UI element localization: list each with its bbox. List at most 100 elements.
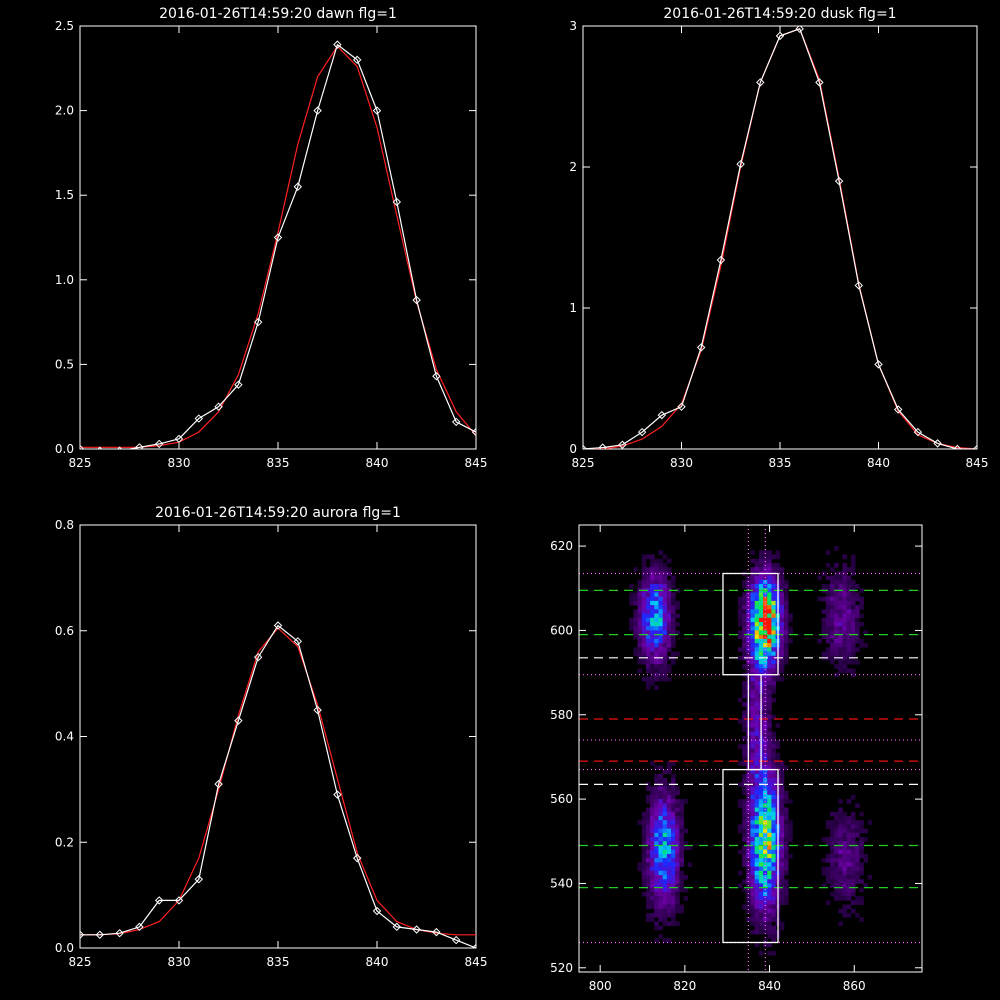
data-point-marker xyxy=(432,927,441,937)
x-tick-label: 845 xyxy=(465,955,488,969)
fit-series-line xyxy=(583,28,977,449)
x-tick-label: 840 xyxy=(366,456,389,470)
data-point-marker xyxy=(471,943,476,948)
data-point-marker xyxy=(115,928,124,938)
data-point-marker xyxy=(583,444,588,449)
data-point-marker xyxy=(471,427,476,437)
selection-box xyxy=(747,674,762,771)
y-tick-label: 0 xyxy=(569,442,577,456)
panel-title: 2016-01-26T14:59:20 dusk flg=1 xyxy=(663,6,896,22)
data-point-marker xyxy=(154,896,164,905)
data-point-marker xyxy=(392,922,402,932)
y-tick-label: 1 xyxy=(569,301,577,315)
measured-series-line xyxy=(80,624,476,948)
data-point-marker xyxy=(854,281,864,290)
data-point-marker xyxy=(293,637,303,646)
x-tick-label: 825 xyxy=(69,955,92,969)
data-point-marker xyxy=(293,182,303,191)
data-point-marker xyxy=(333,790,342,799)
x-tick-label: 830 xyxy=(670,456,693,470)
y-tick-label: 2.5 xyxy=(55,19,74,33)
data-point-marker xyxy=(214,779,223,789)
panel-title: 2016-01-26T14:59:20 aurora flg=1 xyxy=(155,505,401,521)
data-point-marker xyxy=(117,446,123,449)
data-point-marker xyxy=(135,443,144,449)
data-point-marker xyxy=(696,343,706,352)
data-point-marker xyxy=(618,440,627,449)
data-point-marker xyxy=(95,930,105,939)
data-point-marker xyxy=(677,402,686,411)
y-tick-label: 0.4 xyxy=(55,730,74,744)
data-point-marker xyxy=(598,443,607,449)
y-tick-label: 540 xyxy=(550,876,573,890)
data-point-marker xyxy=(775,31,785,41)
data-point-marker xyxy=(451,417,461,427)
y-tick-label: 560 xyxy=(550,792,573,806)
data-point-marker xyxy=(432,372,441,381)
y-tick-label: 0.6 xyxy=(55,624,74,638)
data-point-marker xyxy=(392,197,402,207)
panel-title: 2016-01-26T14:59:20 dawn flg=1 xyxy=(159,6,397,22)
y-tick-label: 2 xyxy=(569,160,577,174)
data-point-marker xyxy=(154,439,164,449)
plot-frame xyxy=(582,25,978,450)
y-tick-label: 0.2 xyxy=(55,835,74,849)
data-point-marker xyxy=(913,427,923,437)
y-tick-label: 580 xyxy=(550,708,573,722)
y-tick-label: 0.5 xyxy=(55,357,74,371)
data-point-marker xyxy=(412,295,421,305)
aurora-spectrum-panel: 825 830 835 840 845 0.0 0.2 0.4 0.6 0.8 2016-01-26… xyxy=(55,505,488,969)
y-tick-label: 520 xyxy=(550,961,573,975)
data-point-marker xyxy=(637,427,647,437)
data-point-marker xyxy=(194,414,204,423)
data-point-marker xyxy=(352,853,362,863)
data-point-marker xyxy=(214,402,223,411)
x-tick-label: 830 xyxy=(168,456,191,470)
y-tick-label: 0.8 xyxy=(55,518,74,532)
y-tick-label: 3 xyxy=(569,19,577,33)
x-tick-label: 860 xyxy=(843,979,866,993)
data-point-marker xyxy=(80,444,85,449)
data-point-marker xyxy=(953,444,962,449)
x-tick-label: 840 xyxy=(758,979,781,993)
x-tick-label: 825 xyxy=(69,456,92,470)
data-point-marker xyxy=(234,716,243,725)
data-point-marker xyxy=(135,922,144,932)
data-point-marker xyxy=(756,78,765,87)
x-tick-label: 830 xyxy=(168,955,191,969)
heatmap-image xyxy=(629,546,873,956)
measured-series-line xyxy=(583,28,977,449)
data-point-marker xyxy=(716,255,726,265)
data-point-marker xyxy=(273,621,283,630)
data-point-marker xyxy=(194,875,204,884)
data-point-marker xyxy=(174,896,184,905)
data-point-marker xyxy=(412,925,421,934)
data-point-marker xyxy=(795,26,804,34)
data-point-marker xyxy=(451,935,461,945)
plot-frame xyxy=(79,524,477,949)
data-point-marker xyxy=(815,78,824,87)
data-point-marker xyxy=(97,446,103,449)
data-point-marker xyxy=(253,317,263,327)
x-tick-label: 800 xyxy=(589,979,612,993)
x-tick-label: 835 xyxy=(267,456,290,470)
data-point-marker xyxy=(372,906,382,916)
data-point-marker xyxy=(313,705,322,715)
plot-frame xyxy=(578,524,923,973)
y-tick-label: 1.5 xyxy=(55,188,74,202)
fit-series-line xyxy=(80,627,476,936)
spectral-image-panel: 800 820 840 860 520 540 560 580 600 620 xyxy=(550,524,923,993)
x-tick-label: 835 xyxy=(769,456,792,470)
data-point-marker xyxy=(313,106,322,115)
data-point-marker xyxy=(234,380,243,389)
x-tick-label: 820 xyxy=(673,979,696,993)
data-point-marker xyxy=(273,233,283,242)
dusk-spectrum-panel: 825 830 835 840 845 0 1 2 3 2016-01-26T14:59:20 d… xyxy=(569,6,988,470)
data-point-marker xyxy=(874,360,883,369)
measured-series-line xyxy=(80,43,476,449)
data-point-marker xyxy=(657,410,667,420)
data-point-marker xyxy=(834,176,844,186)
data-point-marker xyxy=(174,434,184,444)
data-point-marker xyxy=(893,405,903,414)
dawn-spectrum-panel: 825 830 835 840 845 0.0 0.5 1.0 1.5 2.0 2.5 2016-01… xyxy=(55,6,488,470)
